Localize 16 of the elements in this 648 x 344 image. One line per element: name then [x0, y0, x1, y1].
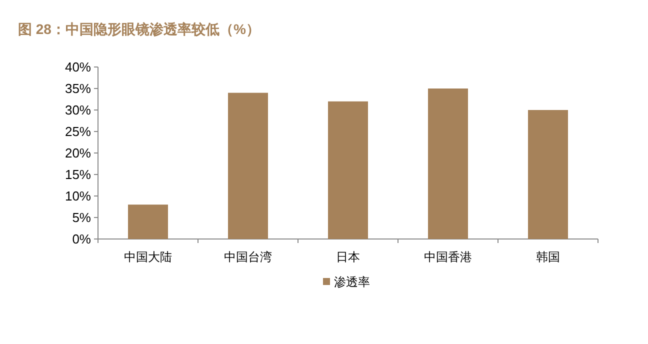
y-tick-label: 10% — [64, 188, 92, 204]
x-tick-label: 韩国 — [536, 250, 560, 264]
y-tick-label: 5% — [72, 210, 92, 225]
y-tick-label: 25% — [64, 124, 92, 139]
x-tick-label: 中国台湾 — [224, 250, 272, 264]
legend-label: 渗透率 — [334, 275, 370, 289]
x-tick-label: 中国大陆 — [124, 250, 172, 264]
y-tick-label: 30% — [64, 102, 92, 118]
title: 图 28：中国隐形眼镜渗透率较低（%） — [18, 21, 260, 37]
y-tick-label: 15% — [64, 167, 92, 182]
y-tick-label: 35% — [64, 81, 92, 96]
y-tick-label: 20% — [64, 146, 92, 160]
y-tick-label: 40% — [64, 60, 92, 74]
x-tick-label: 中国香港 — [424, 250, 472, 264]
x-tick-label: 日本 — [336, 250, 360, 264]
y-tick-label: 0% — [72, 232, 92, 246]
